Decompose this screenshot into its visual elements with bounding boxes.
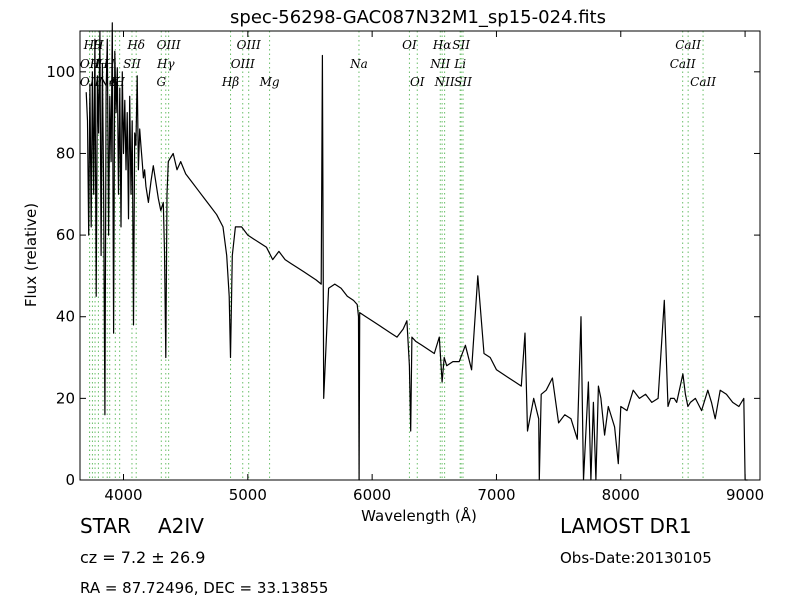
- object-class: STAR: [80, 514, 131, 538]
- line-label: SII: [454, 75, 472, 89]
- y-tick-label: 40: [56, 308, 75, 326]
- x-tick-label: 6000: [353, 486, 391, 504]
- x-tick-label: 4000: [104, 486, 142, 504]
- line-label: NII: [429, 57, 450, 71]
- line-label: Hδ: [126, 38, 145, 52]
- line-label: G: [157, 75, 167, 89]
- observation-date: Obs-Date:20130105: [560, 549, 712, 567]
- line-label: OIII: [157, 38, 181, 52]
- line-label: CaII: [690, 75, 716, 89]
- y-tick-label: 100: [46, 63, 75, 81]
- y-tick-label: 20: [56, 389, 75, 407]
- line-label: NII: [434, 75, 455, 89]
- x-tick-label: 9000: [726, 486, 764, 504]
- line-label: Hβ: [221, 75, 239, 89]
- x-tick-label: 5000: [229, 486, 267, 504]
- x-tick-label: 8000: [602, 486, 640, 504]
- line-label: Li: [453, 57, 466, 71]
- line-label: SII: [123, 57, 141, 71]
- axes: 4000 5000 6000 7000 8000 9000 0 20 40 60 80 100: [46, 30, 764, 504]
- line-label: CaII: [670, 57, 696, 71]
- line-label: Na: [349, 57, 368, 71]
- line-label: Hα: [432, 38, 452, 52]
- redshift-info: cz = 7.2 ± 26.9: [80, 548, 206, 567]
- line-label: OIII: [237, 38, 261, 52]
- spectral-line-labels: OIIOIIHθHHHNeHKHSIIHδGHγOIIIHβOIIIOIIIMg…: [80, 38, 716, 89]
- line-label: H: [92, 38, 104, 52]
- line-label: OIII: [231, 57, 255, 71]
- spectral-line-markers: [89, 31, 704, 480]
- line-label: CaII: [675, 38, 701, 52]
- line-label: OI: [410, 75, 425, 89]
- x-axis-label: Wavelength (Å): [361, 506, 477, 525]
- chart-title: spec-56298-GAC087N32M1_sp15-024.fits: [230, 7, 606, 28]
- x-tick-label: 7000: [477, 486, 515, 504]
- plot-frame: [79, 30, 761, 481]
- line-label: SII: [452, 38, 470, 52]
- spectrum-line: [85, 22, 748, 481]
- y-tick-label: 60: [56, 226, 75, 244]
- spectrum-plot: [85, 22, 748, 481]
- y-tick-label: 80: [56, 144, 75, 162]
- survey-name: LAMOST DR1: [560, 514, 692, 538]
- coordinates: RA = 87.72496, DEC = 33.13855: [80, 579, 329, 597]
- object-subclass: A2IV: [158, 514, 204, 538]
- line-label: Hθ: [83, 38, 102, 52]
- line-label: Mg: [259, 75, 280, 89]
- line-label: OI: [402, 38, 417, 52]
- y-tick-label: 0: [65, 471, 75, 489]
- line-label: H: [103, 57, 115, 71]
- y-axis-label: Flux (relative): [22, 203, 40, 307]
- line-label: Hγ: [156, 57, 175, 71]
